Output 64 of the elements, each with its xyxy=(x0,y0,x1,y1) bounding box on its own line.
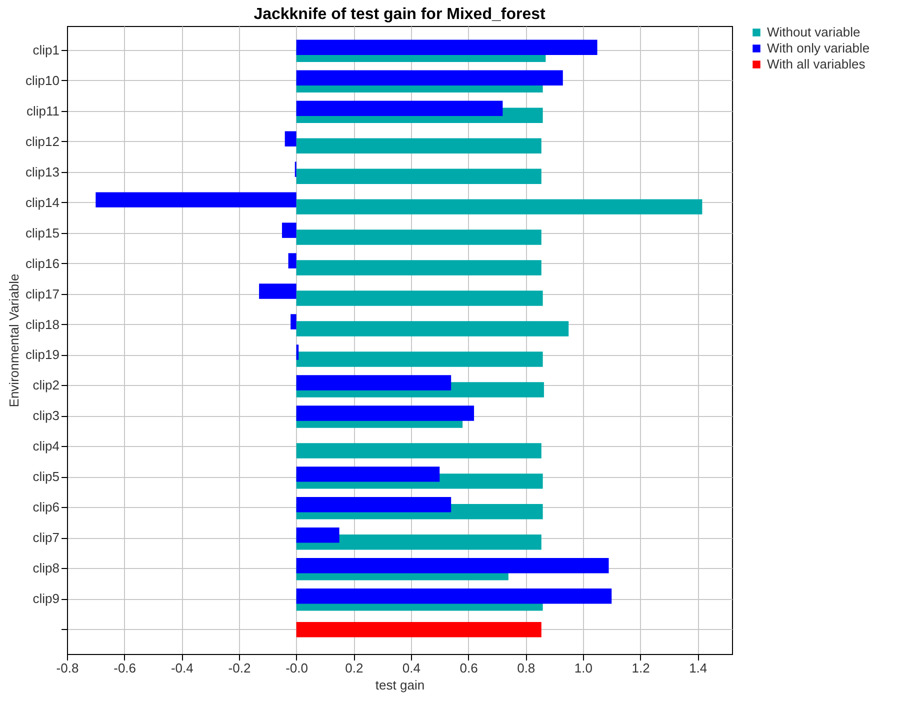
bar xyxy=(296,100,503,116)
x-axis-title: test gain xyxy=(375,678,425,692)
y-tick-label: clip4 xyxy=(32,438,60,454)
x-tick-label: 1.0 xyxy=(574,660,592,676)
bar xyxy=(296,443,542,458)
bar xyxy=(282,222,296,238)
y-tick-label: clip18 xyxy=(26,316,60,332)
y-tick-label: clip5 xyxy=(32,469,60,484)
bar xyxy=(284,131,296,146)
y-tick-label: clip9 xyxy=(32,591,60,606)
bar xyxy=(296,375,452,390)
x-tick-label: 0.4 xyxy=(402,660,421,676)
bar xyxy=(296,588,612,604)
x-tick-label: -0.8 xyxy=(56,660,79,676)
bar xyxy=(296,138,542,154)
bar xyxy=(296,534,542,550)
legend-label: With all variables xyxy=(767,56,866,72)
bar xyxy=(296,528,340,543)
x-tick-label: 1.2 xyxy=(632,660,650,676)
y-axis-title: Environmental Variable xyxy=(6,274,22,408)
y-tick-label: clip19 xyxy=(26,347,60,362)
y-tick-label: clip13 xyxy=(26,164,60,180)
x-tick-label: 0.2 xyxy=(345,660,364,676)
bar xyxy=(296,290,543,306)
y-tick-label: clip7 xyxy=(32,530,60,546)
x-tick-label: -0.6 xyxy=(114,660,136,676)
bar xyxy=(296,406,474,421)
x-tick-label: -0.0 xyxy=(286,660,308,676)
bar xyxy=(296,168,542,184)
y-tick-label: clip8 xyxy=(32,560,60,576)
bar xyxy=(296,466,440,482)
bar xyxy=(259,284,296,299)
bar xyxy=(296,558,609,574)
bar xyxy=(296,40,598,56)
bar xyxy=(96,192,296,208)
x-tick-label: 0.8 xyxy=(517,660,536,676)
y-tick-label: clip3 xyxy=(32,408,60,424)
bar xyxy=(296,622,542,638)
bar xyxy=(296,352,543,367)
y-tick-label: clip10 xyxy=(26,72,60,88)
bar xyxy=(296,230,542,245)
bar xyxy=(296,70,563,86)
bar xyxy=(296,260,542,276)
y-tick-label: clip17 xyxy=(26,286,60,302)
x-tick-label: -0.2 xyxy=(228,660,251,676)
x-tick-label: 1.4 xyxy=(689,660,708,676)
bar xyxy=(288,253,296,268)
y-tick-label: clip15 xyxy=(26,225,60,240)
y-tick-label: clip12 xyxy=(26,134,60,149)
bar xyxy=(296,497,452,512)
y-tick-label: clip16 xyxy=(26,256,60,271)
legend-label: Without variable xyxy=(767,24,860,40)
x-tick-label: 0.6 xyxy=(460,660,478,676)
y-tick-label: clip14 xyxy=(26,194,60,210)
bar xyxy=(290,314,296,330)
bar xyxy=(296,199,702,214)
bar xyxy=(296,321,569,336)
y-tick-label: clip11 xyxy=(26,103,60,118)
legend-label: With only variable xyxy=(767,40,870,56)
y-tick-label: clip6 xyxy=(32,500,60,515)
y-tick-label: clip1 xyxy=(32,42,60,58)
y-tick-label: clip2 xyxy=(32,378,60,393)
x-tick-label: -0.4 xyxy=(170,660,194,676)
chart-title: Jackknife of test gain for Mixed_forest xyxy=(254,6,546,23)
